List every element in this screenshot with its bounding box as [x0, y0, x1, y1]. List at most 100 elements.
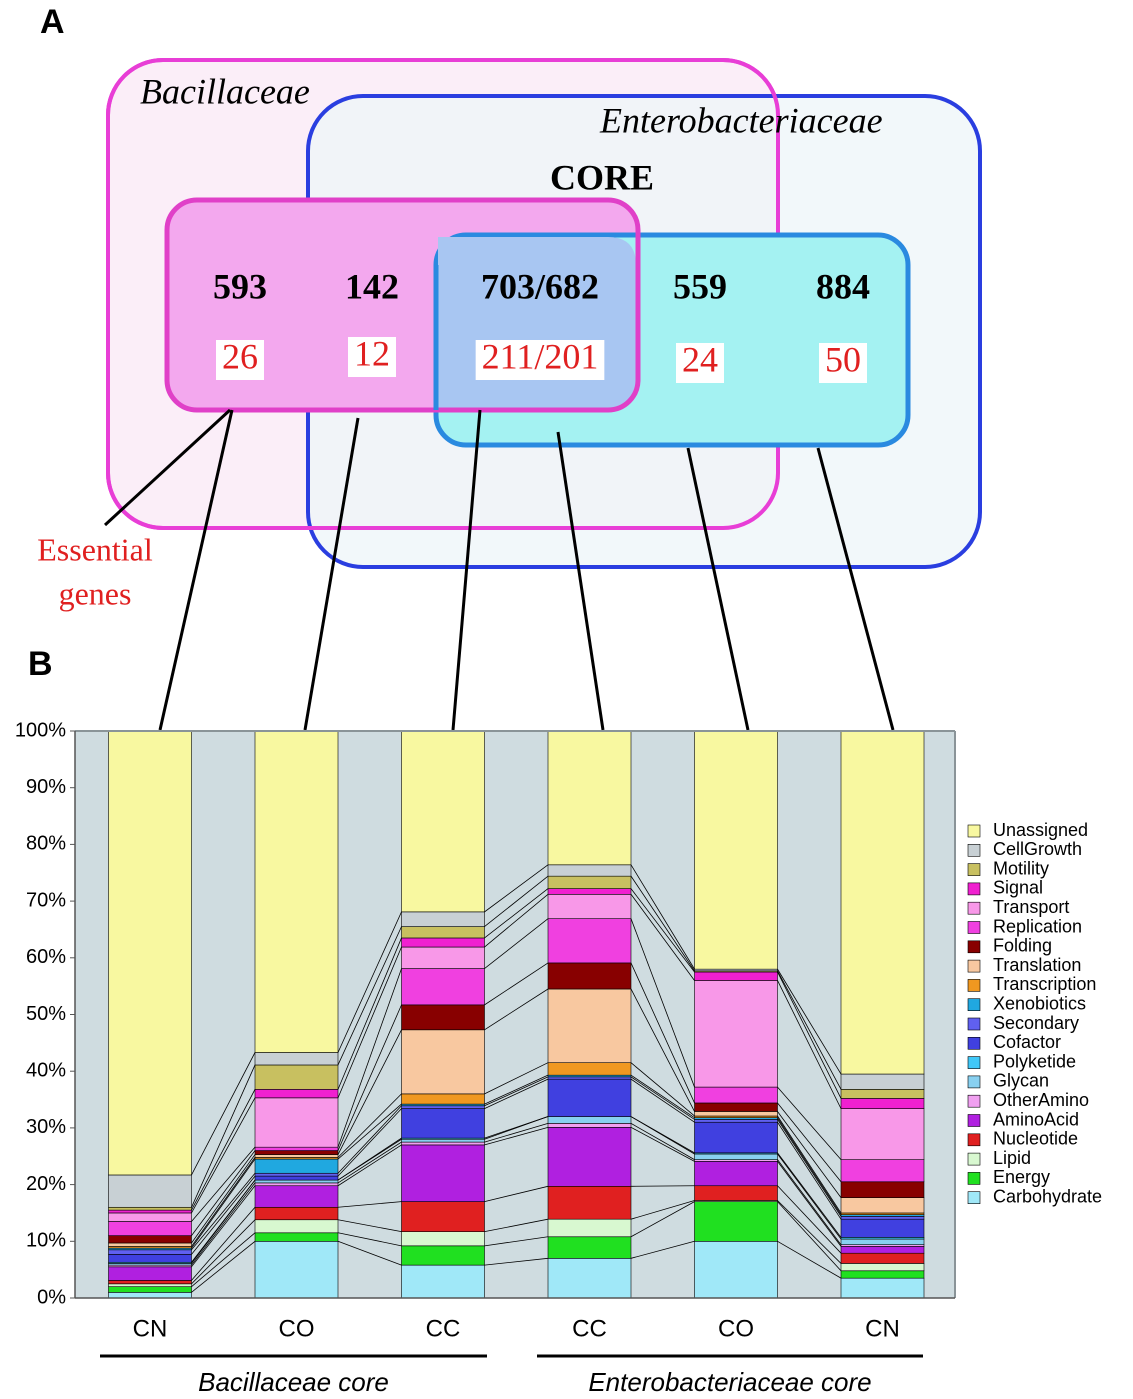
venn-label: Bacillaceae [140, 71, 310, 111]
bar-segment [401, 1029, 485, 1095]
bar-segment [254, 1182, 339, 1187]
connector-line [777, 1119, 842, 1217]
bar-segment [254, 1179, 339, 1184]
connector-line [630, 1074, 695, 1119]
bar-segment [401, 968, 485, 1006]
bar-segment [840, 1270, 925, 1279]
connector-line [191, 1158, 256, 1249]
bar-segment [547, 962, 632, 990]
connector-line [191, 1089, 256, 1211]
bar-segment [401, 937, 485, 948]
connector-line [777, 970, 842, 1090]
bar-segment [108, 1242, 192, 1247]
connector-line [191, 1219, 256, 1285]
connector-line [337, 1108, 402, 1177]
connector-line [630, 1126, 695, 1162]
legend-swatch [967, 1133, 981, 1147]
bar-segment [694, 1185, 778, 1201]
legend-label: Replication [993, 916, 1082, 936]
connector-line [484, 1076, 549, 1107]
connector-line [777, 1102, 842, 1183]
panel-label: A [40, 3, 65, 41]
bar-segment [840, 1197, 925, 1214]
essential-box [475, 340, 605, 380]
legend-swatch [967, 1191, 981, 1204]
bar-segment [108, 1174, 192, 1208]
x-tick-label: CN [133, 1315, 168, 1342]
bar-segment [401, 926, 485, 939]
bar-segment [547, 918, 632, 964]
connector-line [484, 893, 549, 948]
connector-line [777, 1122, 842, 1220]
connector-line [777, 1152, 842, 1238]
bar-segment [254, 1064, 339, 1090]
connector-line [630, 962, 695, 1104]
connector-line [191, 1150, 256, 1236]
bar-segment [108, 1280, 192, 1285]
venn-core-label: CORE [550, 157, 654, 197]
bar-segment [840, 1073, 925, 1090]
bar-segment [694, 1153, 778, 1160]
venn-count: 559 [673, 266, 727, 306]
legend-swatch [967, 1056, 981, 1069]
connector-line [337, 1219, 402, 1233]
bar-segment [694, 1241, 778, 1299]
legend-swatch [967, 1114, 981, 1127]
connector-line [337, 1144, 402, 1187]
connector-line [337, 1137, 402, 1181]
bar-segment [840, 1252, 925, 1264]
connector-line [337, 911, 402, 1053]
x-tick-label: CN [865, 1315, 900, 1342]
bar-segment [694, 1111, 778, 1117]
connector-line [337, 1201, 402, 1208]
connector-line [337, 937, 402, 1090]
connector-line [630, 875, 695, 972]
venn-count: 884 [816, 266, 870, 306]
connector-line [484, 1126, 549, 1146]
bar-segment [254, 1052, 339, 1066]
bar-segment [547, 988, 632, 1063]
bar-segment [401, 1264, 485, 1299]
bar-segment [840, 1108, 925, 1160]
connector-line [191, 1097, 256, 1214]
y-tick-label: 20% [26, 1173, 66, 1195]
legend-label: AminoAcid [993, 1109, 1079, 1129]
bar-segment [840, 1246, 925, 1254]
legend-label: Carbohydrate [993, 1186, 1102, 1206]
pointer-line [103, 408, 232, 527]
bar-segment [547, 1076, 632, 1080]
essential-count: 211/201 [482, 336, 599, 376]
bar-segment [254, 1175, 339, 1181]
essential-box [819, 343, 867, 383]
bar-segment [840, 1089, 925, 1099]
bar-segment [401, 1144, 485, 1202]
connector-line [484, 1062, 549, 1095]
venn-count: 593 [213, 266, 267, 306]
bar-segment [108, 1221, 192, 1236]
legend-swatch [967, 843, 981, 857]
bar-segment [694, 1121, 778, 1154]
legend-swatch [967, 1172, 981, 1185]
y-tick-label: 80% [26, 833, 66, 855]
connector-line [630, 1116, 695, 1154]
x-tick-label: CO [279, 1315, 315, 1342]
connector-line [191, 1146, 256, 1222]
pointer-line [158, 409, 234, 731]
connector-line [191, 1232, 256, 1287]
connector-line [630, 894, 695, 981]
venn-inner-left-border [164, 197, 641, 413]
y-tick-label: 70% [26, 889, 66, 911]
bar-segment [254, 1172, 339, 1177]
bar-segment [840, 730, 925, 1075]
connector-line [777, 971, 842, 1099]
bar-segment [547, 875, 632, 889]
bar-segment [840, 1277, 925, 1299]
bar-segment [547, 1078, 632, 1117]
connector-line [777, 1111, 842, 1198]
legend-label: Transport [993, 897, 1069, 917]
legend-swatch [967, 882, 981, 896]
bar-segment [108, 1209, 192, 1214]
connector-line [777, 980, 842, 1109]
bar-segment [401, 1231, 485, 1247]
